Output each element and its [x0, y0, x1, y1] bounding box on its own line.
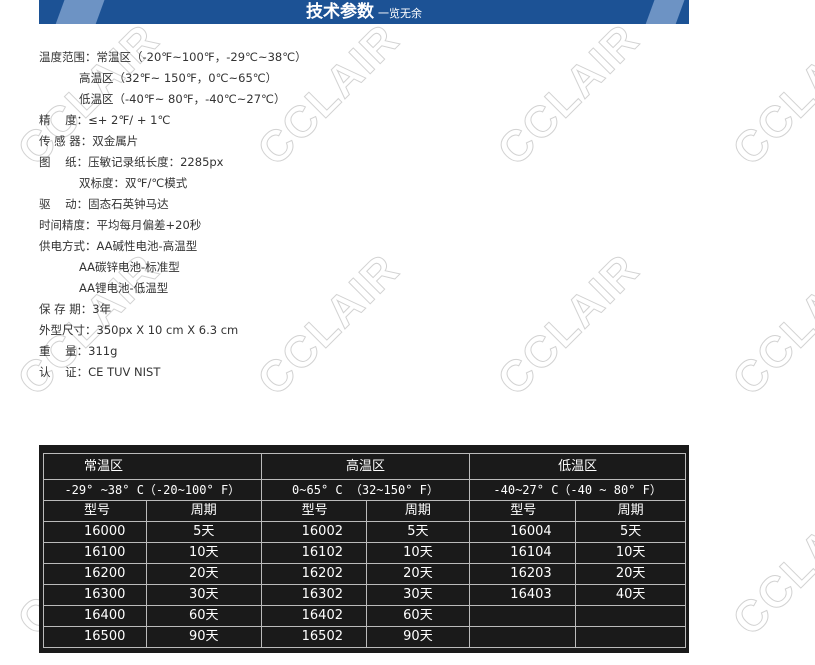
- zone-range: 0~65° C （32~150° F）: [260, 479, 471, 501]
- col-header-model: 型号: [469, 500, 577, 522]
- spec-line: 温度范围：常温区（-20℉~100℉，-29℃~38℃）: [39, 50, 307, 64]
- period-cell: 30天: [365, 584, 471, 606]
- model-table: 常温区 高温区 低温区 -29° ~38° C（-20~100° F） 0~65…: [43, 453, 686, 648]
- period-cell: 10天: [145, 542, 262, 564]
- model-cell: 16004: [469, 521, 577, 543]
- model-table-panel: 常温区 高温区 低温区 -29° ~38° C（-20~100° F） 0~65…: [39, 445, 689, 653]
- period-cell: 30天: [145, 584, 262, 606]
- table-row: 16500 90天 16502 90天: [43, 626, 686, 648]
- zone-name: 高温区: [260, 453, 471, 480]
- spec-line: 双标度：双℉/℃模式: [79, 176, 188, 190]
- spec-line: 认 证：CE TUV NIST: [39, 365, 161, 379]
- banner-subtitle: 一览无余: [378, 7, 422, 20]
- model-cell: 16502: [260, 626, 367, 648]
- watermark: CCLAIR: [723, 244, 815, 406]
- col-header-model: 型号: [43, 500, 147, 522]
- table-row: 16300 30天 16302 30天 16403 40天: [43, 584, 686, 606]
- watermark: CCLAIR: [488, 244, 650, 406]
- model-cell: 16302: [260, 584, 367, 606]
- spec-list: 温度范围：常温区（-20℉~100℉，-29℃~38℃） 高温区（32℉~ 150…: [39, 47, 307, 383]
- model-cell: 16100: [43, 542, 147, 564]
- period-cell: 60天: [365, 605, 471, 627]
- banner-title: 技术参数 一览无余: [39, 0, 689, 24]
- model-cell: 16200: [43, 563, 147, 585]
- spec-line: 高温区（32℉~ 150℉，0℃~65℃）: [79, 71, 278, 85]
- col-header-period: 周期: [365, 500, 471, 522]
- watermark: CCLAIR: [723, 484, 815, 646]
- model-cell: 16202: [260, 563, 367, 585]
- banner-title-main: 技术参数: [306, 2, 374, 22]
- model-cell: 16402: [260, 605, 367, 627]
- zone-range: -40~27° C（-40 ~ 80° F）: [469, 479, 686, 501]
- spec-line: AA锂电池-低温型: [79, 281, 169, 295]
- col-header-period: 周期: [575, 500, 686, 522]
- period-cell: [575, 605, 686, 627]
- period-cell: 20天: [145, 563, 262, 585]
- model-cell: 16403: [469, 584, 577, 606]
- spec-line: 驱 动：固态石英钟马达: [39, 197, 169, 211]
- period-cell: 5天: [575, 521, 686, 543]
- period-cell: 20天: [365, 563, 471, 585]
- watermark: CCLAIR: [488, 14, 650, 176]
- period-cell: 60天: [145, 605, 262, 627]
- table-row: 16200 20天 16202 20天 16203 20天: [43, 563, 686, 585]
- zone-name: 常温区: [43, 453, 262, 480]
- period-cell: 5天: [365, 521, 471, 543]
- model-cell: 16102: [260, 542, 367, 564]
- period-cell: 90天: [145, 626, 262, 648]
- spec-line: AA碳锌电池-标准型: [79, 260, 180, 274]
- table-row: 16400 60天 16402 60天: [43, 605, 686, 627]
- spec-line: 重 量：311g: [39, 344, 118, 358]
- period-cell: [575, 626, 686, 648]
- section-banner: 技术参数 一览无余: [39, 0, 689, 24]
- table-row: 16100 10天 16102 10天 16104 10天: [43, 542, 686, 564]
- period-cell: 40天: [575, 584, 686, 606]
- spec-line: 图 纸：压敏记录纸长度：2285px: [39, 155, 224, 169]
- spec-line: 外型尺寸：350px X 10 cm X 6.3 cm: [39, 323, 239, 337]
- model-cell: [469, 626, 577, 648]
- period-cell: 10天: [575, 542, 686, 564]
- spec-line: 精 度：≤+ 2℉/ + 1℃: [39, 113, 171, 127]
- model-cell: 16500: [43, 626, 147, 648]
- zone-range: -29° ~38° C（-20~100° F）: [43, 479, 262, 501]
- spec-line: 低温区（-40℉~ 80℉，-40℃~27℃）: [79, 92, 286, 106]
- model-cell: 16203: [469, 563, 577, 585]
- model-cell: 16104: [469, 542, 577, 564]
- spec-line: 保 存 期：3年: [39, 302, 112, 316]
- model-cell: 16400: [43, 605, 147, 627]
- model-cell: 16300: [43, 584, 147, 606]
- model-cell: 16002: [260, 521, 367, 543]
- period-cell: 20天: [575, 563, 686, 585]
- col-header-period: 周期: [145, 500, 262, 522]
- model-cell: [469, 605, 577, 627]
- spec-line: 时间精度：平均每月偏差+20秒: [39, 218, 202, 232]
- col-header-model: 型号: [260, 500, 367, 522]
- table-row: 16000 5天 16002 5天 16004 5天: [43, 521, 686, 543]
- model-cell: 16000: [43, 521, 147, 543]
- spec-line: 传 感 器：双金属片: [39, 134, 139, 148]
- spec-line: 供电方式：AA碱性电池-高温型: [39, 239, 198, 253]
- zone-name: 低温区: [469, 453, 686, 480]
- period-cell: 5天: [145, 521, 262, 543]
- watermark: CCLAIR: [723, 14, 815, 176]
- period-cell: 90天: [365, 626, 471, 648]
- period-cell: 10天: [365, 542, 471, 564]
